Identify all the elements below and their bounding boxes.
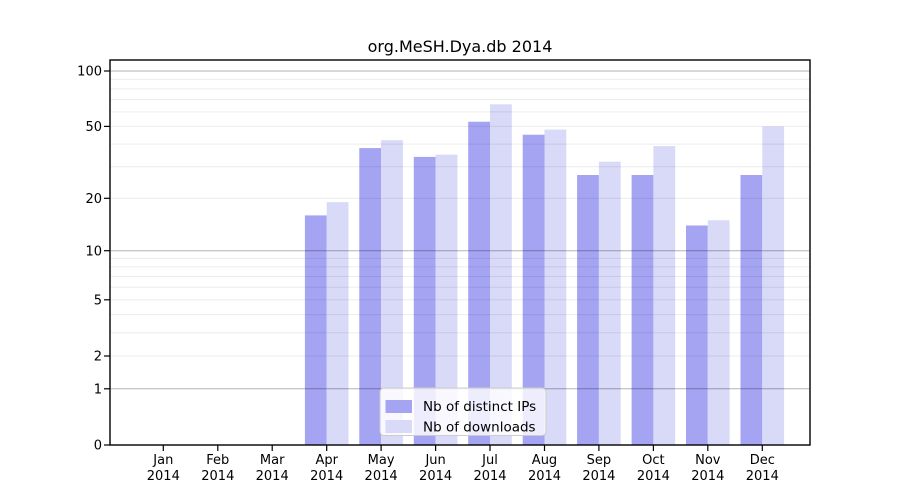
bars-group: [304, 104, 785, 446]
x-tick-label-month: Nov: [695, 453, 721, 468]
y-tick-label: 2: [94, 350, 102, 365]
bar-distinct-ips-dec: [740, 175, 763, 445]
bar-distinct-ips-nov: [686, 225, 708, 445]
x-tick-label-year: 2014: [637, 469, 670, 484]
legend-swatch-downloads: [385, 420, 412, 433]
x-tick-label-year: 2014: [528, 469, 561, 484]
x-tick-label-year: 2014: [419, 469, 452, 484]
bar-downloads-may: [381, 140, 403, 445]
x-tick-label-year: 2014: [147, 469, 180, 484]
y-tick-label: 50: [85, 120, 102, 135]
bar-downloads-oct: [653, 146, 676, 445]
x-tick-label-month: Dec: [750, 453, 775, 468]
bar-distinct-ips-apr: [304, 215, 327, 445]
bar-distinct-ips-oct: [631, 175, 654, 445]
x-tick-label-year: 2014: [365, 469, 398, 484]
x-tick-label-year: 2014: [201, 469, 234, 484]
x-tick-label-year: 2014: [582, 469, 615, 484]
bar-downloads-jul: [490, 104, 512, 446]
y-tick-label: 5: [94, 293, 102, 308]
x-tick-label-year: 2014: [256, 469, 289, 484]
legend-box: [379, 387, 547, 436]
bar-downloads-jun: [435, 154, 458, 445]
bar-downloads-apr: [326, 202, 349, 445]
y-tick-label: 10: [85, 244, 102, 259]
bar-downloads-nov: [707, 220, 730, 445]
x-tick-label-month: Jul: [481, 453, 498, 468]
bar-distinct-ips-jun: [413, 156, 436, 445]
x-tick-label-month: Oct: [642, 453, 664, 468]
x-tick-label-month: Jan: [152, 453, 173, 468]
x-tick-label-year: 2014: [310, 469, 343, 484]
chart-title: org.MeSH.Dya.db 2014: [368, 37, 553, 56]
bar-distinct-ips-sep: [577, 175, 599, 445]
x-tick-label-month: Aug: [532, 453, 557, 468]
x-tick-label-month: Mar: [260, 453, 285, 468]
bar-downloads-sep: [598, 161, 621, 445]
legend-label-distinct-ips: Nb of distinct IPs: [423, 399, 536, 415]
bar-downloads-dec: [762, 126, 785, 446]
legend: Nb of distinct IPs Nb of downloads: [379, 387, 547, 436]
y-tick-label: 1: [94, 382, 102, 397]
x-tick-label-month: Feb: [206, 453, 229, 468]
tick-labels-group: 0125102050100Jan2014Feb2014Mar2014Apr201…: [77, 65, 779, 484]
gridlines-group: [110, 70, 810, 390]
x-tick-label-year: 2014: [746, 469, 779, 484]
x-tick-label-month: Sep: [587, 453, 612, 468]
x-tick-label-year: 2014: [691, 469, 724, 484]
tick-marks-group: [104, 70, 763, 451]
bar-distinct-ips-may: [359, 148, 382, 445]
x-tick-label-month: Apr: [315, 453, 338, 468]
y-tick-label: 0: [94, 439, 102, 454]
legend-label-downloads: Nb of downloads: [423, 420, 536, 436]
plot-border: [109, 59, 811, 446]
x-tick-label-year: 2014: [473, 469, 506, 484]
y-tick-label: 100: [77, 65, 102, 80]
x-tick-label-month: May: [368, 453, 395, 468]
legend-swatch-distinct-ips: [385, 400, 412, 413]
bar-distinct-ips-jul: [468, 121, 490, 445]
bar-distinct-ips-aug: [522, 134, 545, 445]
bar-downloads-aug: [544, 129, 567, 445]
x-tick-label-month: Jun: [424, 453, 445, 468]
y-tick-label: 20: [85, 192, 102, 207]
